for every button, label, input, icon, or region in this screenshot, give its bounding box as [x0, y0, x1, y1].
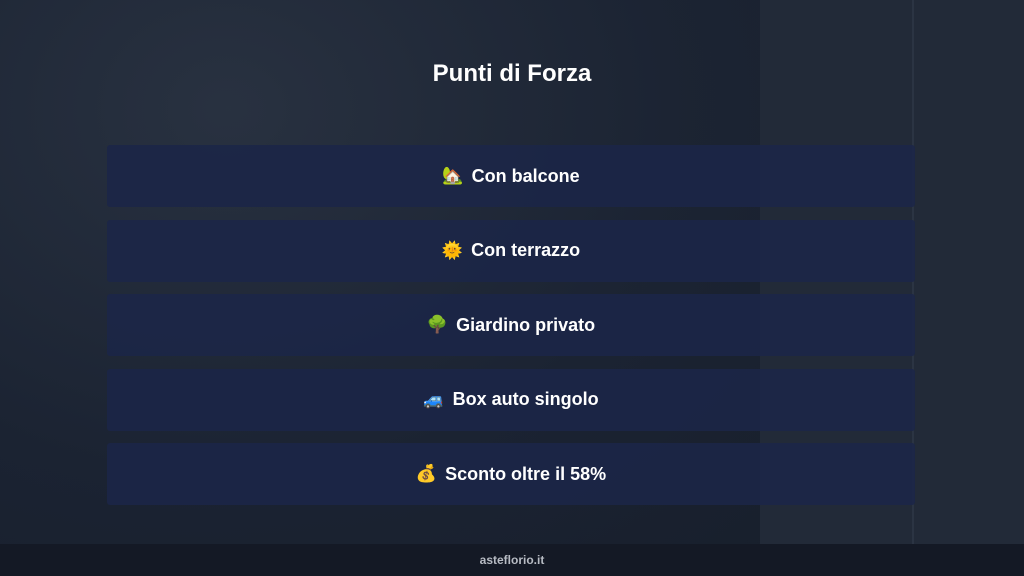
- house-with-garden-icon: 🏡: [442, 166, 464, 185]
- feature-item-balcony: 🏡 Con balcone: [107, 145, 915, 207]
- footer: asteflorio.it: [0, 544, 1024, 576]
- page-title: Punti di Forza: [432, 60, 592, 87]
- feature-label: Con terrazzo: [471, 240, 581, 260]
- feature-label: Box auto singolo: [452, 389, 599, 409]
- money-bag-icon: 💰: [415, 464, 438, 483]
- feature-item-discount: 💰 Sconto oltre il 58%: [107, 443, 915, 505]
- sun-icon: 🌞: [441, 240, 464, 260]
- feature-label: Giardino privato: [456, 314, 596, 335]
- feature-label: Con balcone: [471, 165, 580, 186]
- feature-label: Sconto oltre il 58%: [445, 463, 607, 484]
- feature-item-terrace: 🌞 Con terrazzo: [107, 219, 915, 282]
- feature-item-garage: 🚙 Box auto singolo: [107, 368, 915, 431]
- tree-icon: 🌳: [426, 315, 449, 334]
- features-list: 🏡 Con balcone 🌞 Con terrazzo 🌳 Giardino …: [107, 145, 915, 518]
- footer-site-name: asteflorio.it: [479, 553, 545, 567]
- car-icon: 🚙: [423, 389, 445, 409]
- feature-item-garden: 🌳 Giardino privato: [107, 294, 915, 356]
